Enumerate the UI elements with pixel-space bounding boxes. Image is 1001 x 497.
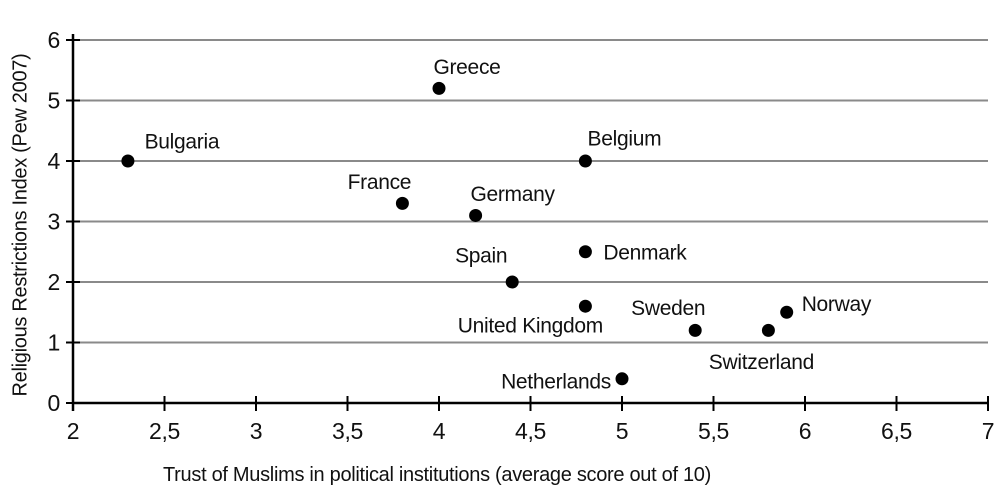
data-point-label: Spain bbox=[455, 245, 507, 268]
y-tick-label: 6 bbox=[48, 27, 61, 53]
data-point-label: Netherlands bbox=[501, 370, 611, 393]
data-point-label: Sweden bbox=[631, 297, 705, 320]
data-point-bulgaria bbox=[121, 154, 135, 168]
data-point-label: Norway bbox=[802, 293, 872, 316]
data-point-label: Germany bbox=[470, 183, 555, 206]
x-axis-title: Trust of Muslims in political institutio… bbox=[163, 464, 711, 486]
x-tick-label: 3 bbox=[250, 418, 263, 444]
x-tick-label: 4 bbox=[433, 418, 446, 444]
data-point-belgium bbox=[578, 154, 592, 168]
x-tick-label: 2,5 bbox=[149, 418, 180, 444]
data-point-label: Denmark bbox=[603, 241, 687, 264]
data-point-france bbox=[395, 196, 409, 210]
data-point-label: France bbox=[348, 171, 412, 194]
x-tick-label: 6 bbox=[799, 418, 812, 444]
data-point-netherlands bbox=[615, 372, 629, 386]
y-axis-title: Religious Restrictions Index (Pew 2007) bbox=[9, 53, 32, 397]
y-tick-label: 0 bbox=[48, 390, 61, 416]
y-tick-label: 4 bbox=[48, 148, 61, 174]
y-tick-label: 5 bbox=[48, 88, 61, 114]
data-point-label: Belgium bbox=[588, 128, 662, 151]
y-tick-label: 1 bbox=[48, 330, 61, 356]
data-point-label: United Kingdom bbox=[458, 315, 603, 338]
x-tick-label: 6,5 bbox=[881, 418, 912, 444]
data-point-switzerland bbox=[761, 323, 775, 337]
data-point-denmark bbox=[578, 245, 592, 259]
data-point-label: Greece bbox=[433, 56, 500, 79]
y-tick-label: 2 bbox=[48, 269, 61, 295]
x-tick-label: 5,5 bbox=[698, 418, 729, 444]
y-tick-label: 3 bbox=[48, 209, 61, 235]
x-tick-label: 2 bbox=[67, 418, 80, 444]
data-point-spain bbox=[505, 275, 519, 289]
x-tick-label: 7 bbox=[982, 418, 995, 444]
data-point-norway bbox=[780, 305, 794, 319]
data-point-germany bbox=[469, 208, 483, 222]
x-tick-label: 3,5 bbox=[332, 418, 363, 444]
data-point-united-kingdom bbox=[578, 299, 592, 313]
data-point-label: Bulgaria bbox=[145, 131, 220, 154]
x-tick-label: 4,5 bbox=[515, 418, 546, 444]
x-tick-label: 5 bbox=[616, 418, 629, 444]
data-point-sweden bbox=[688, 323, 702, 337]
data-point-greece bbox=[432, 81, 446, 95]
data-point-label: Switzerland bbox=[709, 351, 814, 374]
